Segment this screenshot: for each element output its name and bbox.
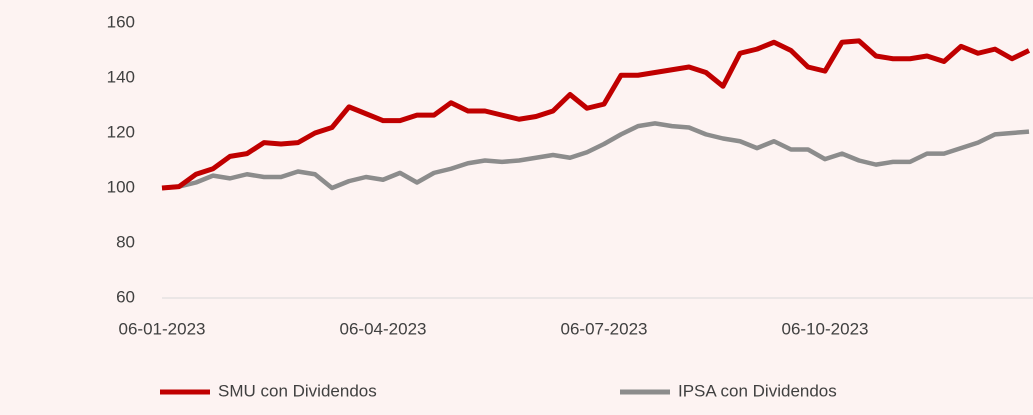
x-tick-label: 06-04-2023 [340, 319, 427, 338]
line-series [161, 38, 1031, 191]
x-tick-label: 06-10-2023 [782, 319, 869, 338]
legend-label: SMU con Dividendos [218, 381, 377, 400]
y-tick-label: 120 [107, 122, 135, 141]
line-series [161, 121, 1030, 191]
legend-label: IPSA con Dividendos [678, 381, 837, 400]
x-tick-label: 06-01-2023 [119, 319, 206, 338]
y-tick-label: 100 [107, 177, 135, 196]
x-tick-label: 06-07-2023 [561, 319, 648, 338]
y-tick-label: 160 [107, 12, 135, 31]
y-tick-label: 140 [107, 67, 135, 86]
y-tick-label: 80 [116, 232, 135, 251]
y-tick-label: 60 [116, 287, 135, 306]
